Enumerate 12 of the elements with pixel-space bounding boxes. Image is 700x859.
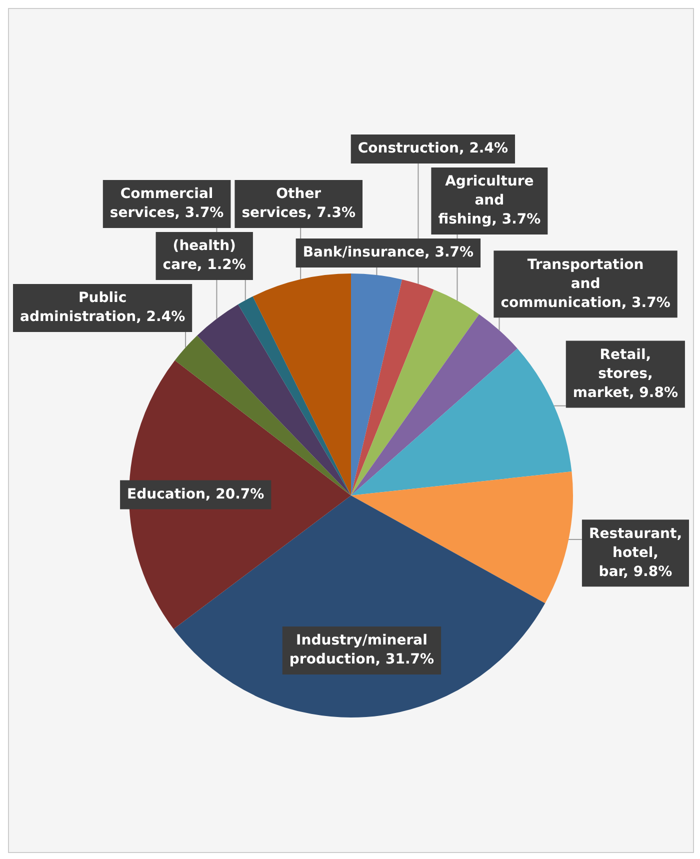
- slice-label: Bank/insurance, 3.7%: [302, 244, 474, 261]
- slice-label: Retail, stores, market, 9.8%: [572, 346, 678, 401]
- slice-label: Education, 20.7%: [127, 486, 264, 502]
- slice-label: Other services, 7.3%: [242, 186, 356, 222]
- slice-label: Industry/mineral production, 31.7%: [289, 632, 434, 668]
- slice-label: (health) care, 1.2%: [162, 238, 246, 274]
- slice-label: Public administration, 2.4%: [20, 290, 186, 326]
- slice-label: Restaurant, hotel, bar, 9.8%: [588, 526, 682, 580]
- slice-label: Construction, 2.4%: [358, 140, 508, 157]
- slice-label: Transportation and communication, 3.7%: [500, 256, 670, 311]
- slice-label: Commercial services, 3.7%: [110, 186, 224, 222]
- slice-label: Agriculture and fishing, 3.7%: [438, 174, 541, 228]
